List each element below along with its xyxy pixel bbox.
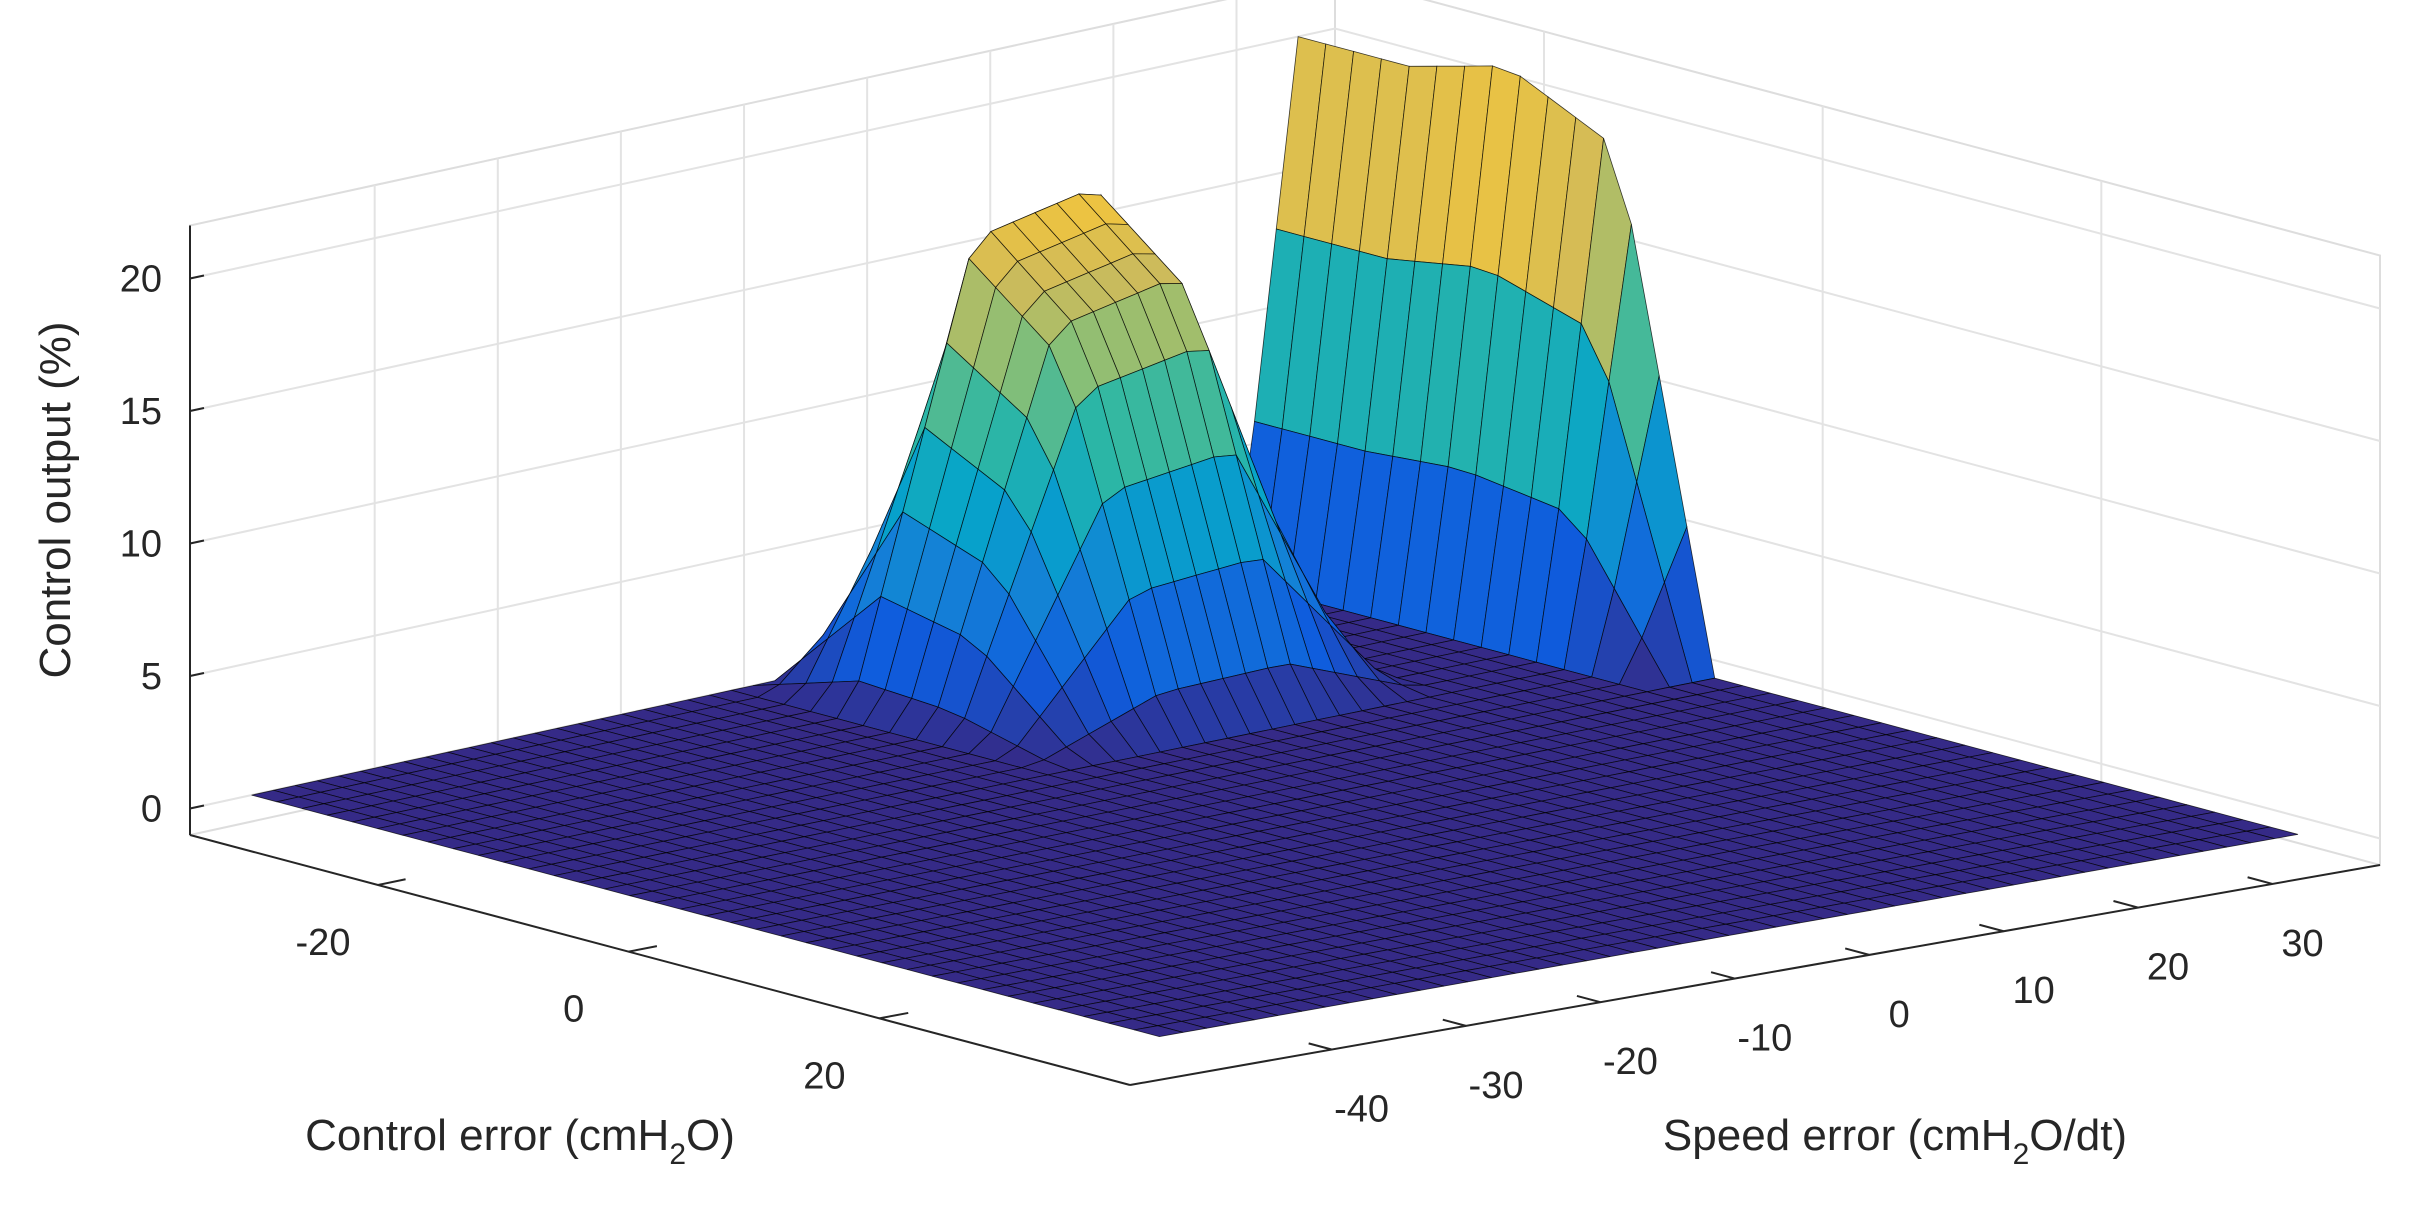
y-tick-label: 30 [2281, 923, 2323, 965]
z-tick-label: 5 [141, 656, 162, 698]
y-tick-mark [1844, 947, 1870, 956]
y-tick-mark [1979, 923, 2004, 933]
y-tick-mark [2247, 876, 2273, 885]
y-tick-mark [2113, 900, 2139, 909]
z-tick-label: 0 [141, 789, 162, 831]
x-tick-label: 0 [563, 989, 584, 1031]
y-axis-label: Speed error (cmH2O/dt) [1663, 1111, 2127, 1171]
z-tick-label: 10 [120, 524, 162, 566]
y-tick-label: -20 [1603, 1041, 1658, 1083]
x-tick-mark [377, 878, 406, 886]
y-tick-label: 20 [2147, 947, 2189, 989]
y-tick-mark [1710, 971, 1736, 980]
x-axis-label: Control error (cmH2O) [305, 1111, 735, 1171]
z-tick-mark [189, 672, 205, 677]
y-tick-label: 10 [2013, 970, 2055, 1012]
x-tick-mark [879, 1011, 909, 1020]
y-tick-label: 0 [1889, 994, 1910, 1036]
z-tick-label: 20 [120, 259, 162, 301]
y-axis-line [1129, 864, 2381, 1086]
surface-mesh [251, 36, 2299, 1038]
z-gridline-4 [189, 27, 2381, 310]
z-tick-mark [189, 407, 205, 412]
x-tick-label: -20 [296, 922, 351, 964]
y-tick-label: -40 [1334, 1089, 1389, 1131]
y-tick-label: -10 [1737, 1018, 1792, 1060]
z-axis-label: Control output (%) [31, 321, 80, 678]
axis-lines [189, 225, 2381, 1086]
y-tick-mark [1308, 1042, 1332, 1051]
y-tick-label: -30 [1469, 1065, 1524, 1107]
x-tick-mark [628, 945, 658, 953]
y-tick-mark [1442, 1018, 1467, 1027]
z-tick-label: 15 [120, 391, 162, 433]
z-tick-mark [189, 804, 205, 810]
y-tick-mark [1576, 994, 1601, 1004]
z-tick-mark [189, 539, 205, 545]
x-axis-line [189, 834, 1131, 1086]
surface-patch [1134, 1025, 1184, 1038]
z-tick-mark [189, 274, 205, 280]
x-tick-label: 20 [803, 1055, 845, 1097]
tick-labels: -20 0 20 -40 -30 -20 -10 0 10 20 30 0 5 10 15 20 [120, 259, 2324, 1131]
